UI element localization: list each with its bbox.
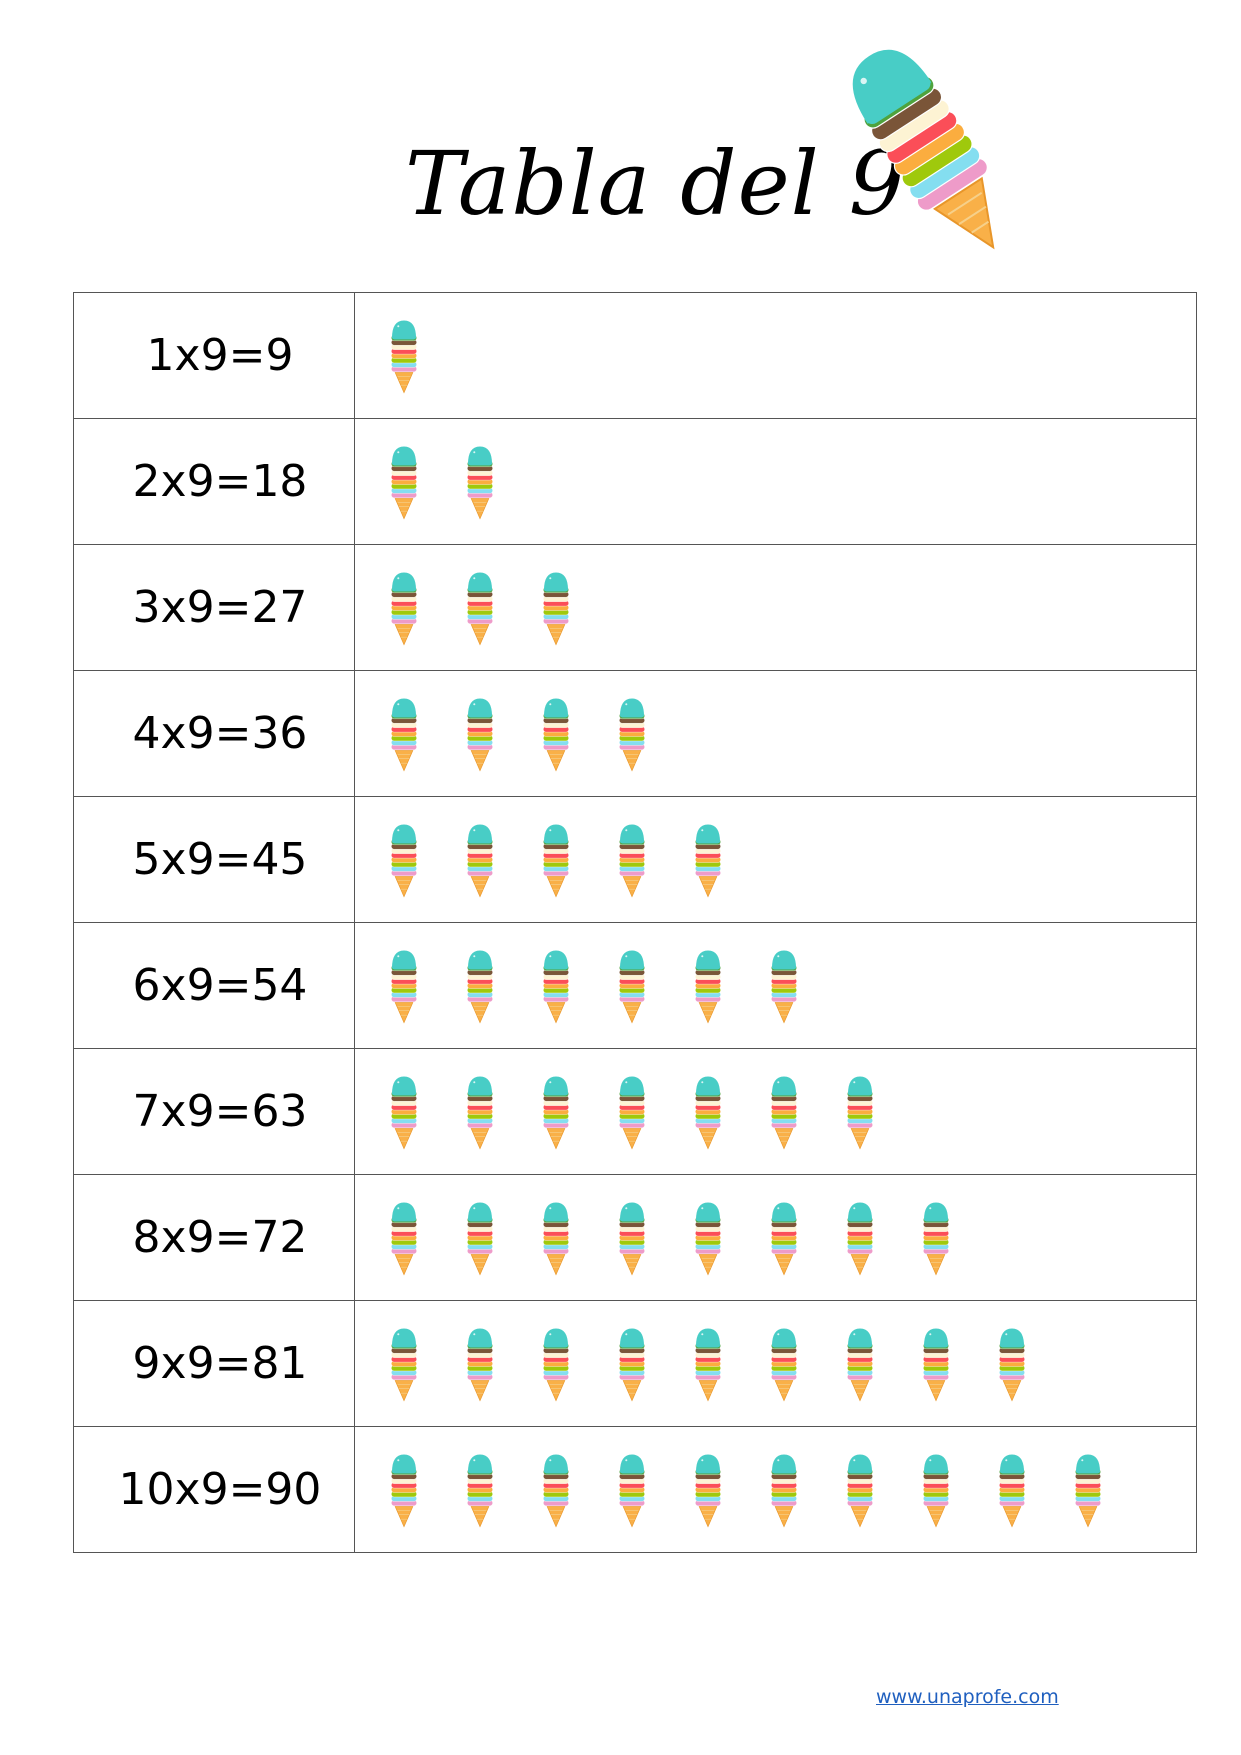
equation-cell: 10x9=90 xyxy=(73,1426,355,1553)
ice-cream-cone-icon xyxy=(391,1202,417,1276)
ice-cream-cone-icon xyxy=(543,1328,569,1402)
ice-cream-cone-icon xyxy=(391,1076,417,1150)
ice-cream-cone-icon xyxy=(391,1328,417,1402)
equation-cell: 6x9=54 xyxy=(73,922,355,1049)
ice-cream-cone-icon xyxy=(467,950,493,1024)
table-row: 1x9=9 xyxy=(73,292,1197,419)
ice-cream-cone-icon xyxy=(619,1454,645,1528)
ice-cream-cone-icon xyxy=(467,1202,493,1276)
equation-text: 3x9=27 xyxy=(132,582,308,633)
table-row: 4x9=36 xyxy=(73,670,1197,797)
ice-cream-cell xyxy=(354,796,1197,923)
ice-cream-cone-icon xyxy=(847,1328,873,1402)
ice-cream-cone-icon xyxy=(695,824,721,898)
ice-cream-cone-icon xyxy=(467,572,493,646)
equation-text: 2x9=18 xyxy=(132,456,308,507)
ice-cream-cone-icon xyxy=(619,1202,645,1276)
ice-cream-cone-icon xyxy=(695,1202,721,1276)
ice-cream-cone-icon xyxy=(695,1454,721,1528)
ice-cream-cone-icon xyxy=(391,950,417,1024)
ice-cream-cell xyxy=(354,670,1197,797)
ice-cream-cell xyxy=(354,1048,1197,1175)
ice-cream-cone-icon xyxy=(923,1454,949,1528)
ice-cream-cone-icon xyxy=(543,1454,569,1528)
ice-cream-cone-icon xyxy=(771,1076,797,1150)
ice-cream-cell xyxy=(354,1426,1197,1553)
equation-cell: 7x9=63 xyxy=(73,1048,355,1175)
ice-cream-cone-icon xyxy=(619,1076,645,1150)
ice-cream-cone-icon xyxy=(543,950,569,1024)
ice-cream-cell xyxy=(354,1174,1197,1301)
ice-cream-cone-icon xyxy=(391,1454,417,1528)
ice-cream-cone-icon xyxy=(543,824,569,898)
ice-cream-cone-icon xyxy=(391,698,417,772)
table-row: 10x9=90 xyxy=(73,1426,1197,1553)
ice-cream-cone-icon xyxy=(619,950,645,1024)
table-row: 8x9=72 xyxy=(73,1174,1197,1301)
ice-cream-cone-icon xyxy=(771,1454,797,1528)
equation-text: 8x9=72 xyxy=(132,1212,308,1263)
table-row: 5x9=45 xyxy=(73,796,1197,923)
ice-cream-cone-icon xyxy=(999,1454,1025,1528)
equation-cell: 4x9=36 xyxy=(73,670,355,797)
ice-cream-cone-icon xyxy=(467,698,493,772)
equation-text: 6x9=54 xyxy=(132,960,308,1011)
ice-cream-cone-icon xyxy=(619,1328,645,1402)
ice-cream-cone-icon xyxy=(847,1202,873,1276)
equation-text: 7x9=63 xyxy=(132,1086,308,1137)
ice-cream-cone-icon xyxy=(695,1328,721,1402)
ice-cream-cone-icon xyxy=(923,1202,949,1276)
ice-cream-cone-icon xyxy=(543,1202,569,1276)
equation-cell: 2x9=18 xyxy=(73,418,355,545)
table-row: 6x9=54 xyxy=(73,922,1197,1049)
ice-cream-cone-icon xyxy=(391,572,417,646)
ice-cream-cone-icon xyxy=(467,1076,493,1150)
ice-cream-cone-icon xyxy=(771,1202,797,1276)
ice-cream-cone-icon xyxy=(391,824,417,898)
ice-cream-cell xyxy=(354,1300,1197,1427)
ice-cream-cone-icon xyxy=(999,1328,1025,1402)
equation-cell: 5x9=45 xyxy=(73,796,355,923)
ice-cream-cone-icon xyxy=(923,1328,949,1402)
ice-cream-cone-icon xyxy=(467,1454,493,1528)
ice-cream-cone-icon xyxy=(1075,1454,1101,1528)
equation-text: 4x9=36 xyxy=(132,708,308,759)
ice-cream-cell xyxy=(354,544,1197,671)
ice-cream-cone-icon xyxy=(847,1454,873,1528)
ice-cream-cone-icon xyxy=(391,320,417,394)
equation-text: 10x9=90 xyxy=(118,1464,322,1515)
equation-cell: 3x9=27 xyxy=(73,544,355,671)
equation-text: 9x9=81 xyxy=(132,1338,308,1389)
ice-cream-cell xyxy=(354,418,1197,545)
ice-cream-cone-icon xyxy=(467,824,493,898)
equation-text: 5x9=45 xyxy=(132,834,308,885)
equation-cell: 9x9=81 xyxy=(73,1300,355,1427)
ice-cream-cell xyxy=(354,922,1197,1049)
ice-cream-cone-icon xyxy=(695,950,721,1024)
table-row: 7x9=63 xyxy=(73,1048,1197,1175)
ice-cream-cone-icon xyxy=(847,1076,873,1150)
multiplication-table: 1x9=9 2x9=18 3x9=27 4x9=36 5x9=45 6x9=54 7x9=6… xyxy=(73,292,1197,1553)
ice-cream-cone-icon xyxy=(852,49,995,250)
ice-cream-cone-icon xyxy=(543,1076,569,1150)
ice-cream-cone-icon xyxy=(543,572,569,646)
ice-cream-cone-icon xyxy=(695,1076,721,1150)
table-row: 3x9=27 xyxy=(73,544,1197,671)
ice-cream-cone-icon xyxy=(771,950,797,1024)
equation-cell: 1x9=9 xyxy=(73,292,355,419)
table-row: 2x9=18 xyxy=(73,418,1197,545)
page-title: Tabla del 9 xyxy=(405,132,906,235)
ice-cream-cone-icon xyxy=(543,698,569,772)
ice-cream-cone-icon xyxy=(391,446,417,520)
ice-cream-cone-icon xyxy=(771,1328,797,1402)
ice-cream-cone-icon xyxy=(619,698,645,772)
footer-link[interactable]: www.unaprofe.com xyxy=(876,1686,1059,1708)
ice-cream-cell xyxy=(354,292,1197,419)
equation-text: 1x9=9 xyxy=(146,330,294,381)
ice-cream-cone-icon xyxy=(467,1328,493,1402)
equation-cell: 8x9=72 xyxy=(73,1174,355,1301)
ice-cream-cone-icon xyxy=(619,824,645,898)
ice-cream-cone-icon xyxy=(467,446,493,520)
table-row: 9x9=81 xyxy=(73,1300,1197,1427)
